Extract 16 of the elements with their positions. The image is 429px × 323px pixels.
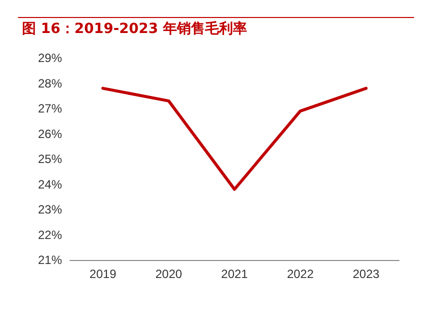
x-tick-label: 2020 xyxy=(155,267,182,281)
chart-title: 图 16：2019-2023 年销售毛利率 xyxy=(22,20,247,38)
y-tick-label: 25% xyxy=(38,152,62,166)
line-series xyxy=(101,86,368,191)
y-tick-label: 24% xyxy=(38,177,62,192)
x-tick-label: 2023 xyxy=(352,267,380,281)
x-tick-label: 2022 xyxy=(286,267,314,281)
y-tick-label: 27% xyxy=(38,102,62,116)
y-tick-label: 29% xyxy=(38,51,62,65)
x-tick-label: 2021 xyxy=(221,267,248,281)
y-tick-label: 21% xyxy=(38,253,62,267)
y-tick-label: 28% xyxy=(38,76,62,90)
y-tick-label: 26% xyxy=(38,126,62,141)
y-tick-label: 22% xyxy=(38,228,62,242)
x-tick-label: 2019 xyxy=(90,267,117,281)
y-tick-label: 23% xyxy=(38,202,62,216)
